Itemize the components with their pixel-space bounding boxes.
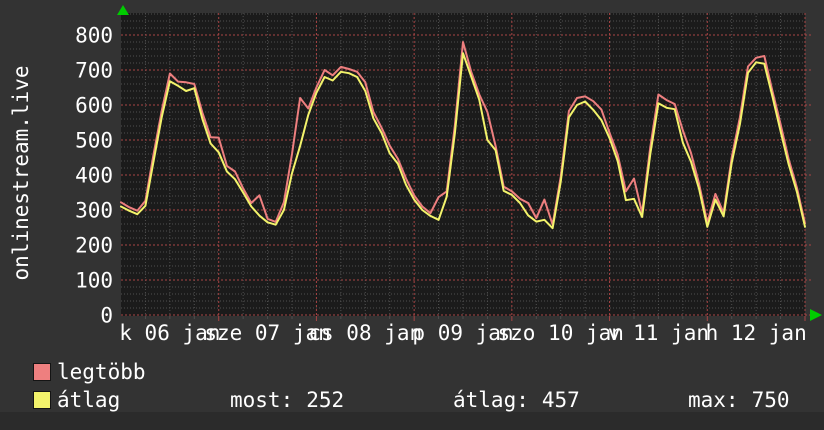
- svg-text:v 11 jan: v 11 jan: [608, 321, 709, 345]
- svg-text:sze 07 jan: sze 07 jan: [204, 321, 330, 345]
- legend-swatch-atlag: [33, 391, 51, 409]
- svg-text:400: 400: [75, 164, 113, 188]
- stat-max: max: 750: [688, 389, 790, 411]
- svg-text:500: 500: [75, 129, 113, 153]
- series-line-legtobb: [120, 41, 806, 226]
- stat-most-value: 252: [306, 388, 345, 412]
- svg-text:100: 100: [75, 269, 113, 293]
- legend-swatch-legtobb: [33, 363, 51, 381]
- svg-text:k 06 jan: k 06 jan: [119, 321, 220, 345]
- x-axis-arrow-icon: [810, 309, 822, 321]
- legend-label-legtobb: legtöbb: [57, 360, 146, 384]
- svg-text:h 12 jan: h 12 jan: [706, 321, 807, 345]
- grid-layer: [121, 13, 811, 321]
- axis-arrows: [117, 5, 822, 321]
- svg-text:p 09 jan: p 09 jan: [412, 321, 513, 345]
- stat-atlag-value: 457: [541, 388, 580, 412]
- svg-text:600: 600: [75, 94, 113, 118]
- y-axis-labels: 0 100 200 300 400 500 600 700 800: [75, 24, 113, 328]
- series-line-atlag: [120, 52, 806, 230]
- stat-atlag-label: átlag:: [453, 388, 529, 412]
- legend-label-atlag: átlag: [57, 388, 121, 412]
- svg-text:cs 08 jan: cs 08 jan: [308, 321, 422, 345]
- svg-text:800: 800: [75, 24, 113, 48]
- svg-text:szo 10 jan: szo 10 jan: [497, 321, 623, 345]
- svg-text:700: 700: [75, 59, 113, 83]
- y-axis-arrow-icon: [117, 5, 129, 15]
- svg-text:300: 300: [75, 199, 113, 223]
- stat-most: most: 252: [230, 389, 344, 411]
- svg-text:200: 200: [75, 234, 113, 258]
- svg-text:0: 0: [100, 304, 113, 328]
- stat-max-value: 750: [751, 388, 790, 412]
- stat-most-label: most:: [230, 388, 294, 412]
- stat-max-label: max:: [688, 388, 739, 412]
- y-axis-title: onlinestream.live: [9, 65, 33, 281]
- stat-atlag: átlag: 457: [453, 389, 580, 411]
- bottom-strip: [0, 412, 824, 430]
